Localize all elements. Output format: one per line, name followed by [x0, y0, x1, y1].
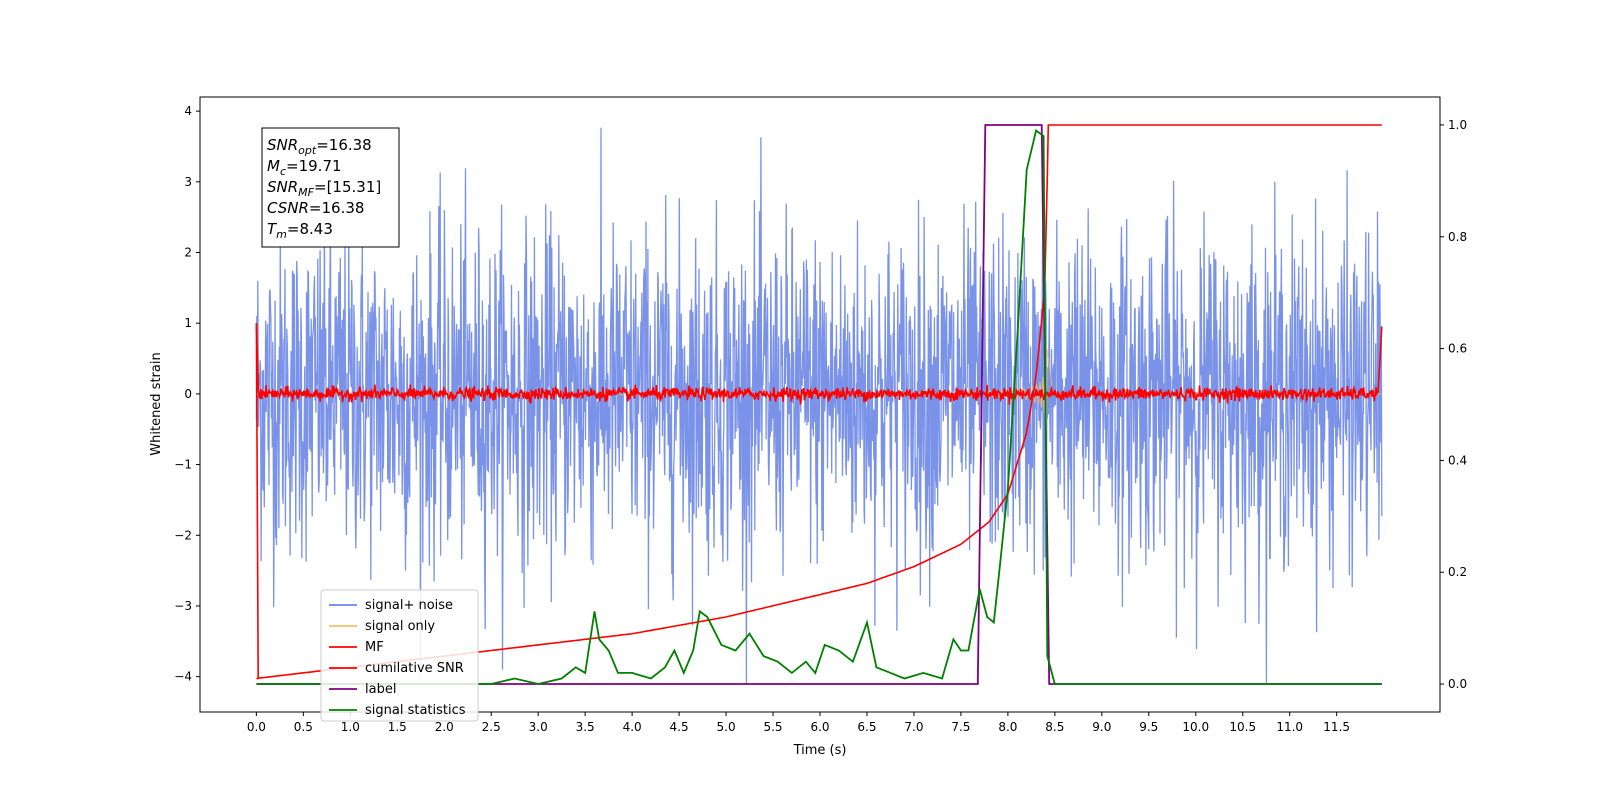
x-axis-label: Time (s): [793, 743, 847, 758]
legend-entry: cumilative SNR: [365, 661, 464, 676]
y-tick-label: −1: [174, 458, 192, 472]
x-tick-label: 7.0: [904, 720, 923, 734]
legend-entry: signal only: [365, 619, 435, 634]
legend-entry: signal statistics: [365, 703, 466, 718]
x-tick-label: 1.0: [341, 720, 360, 734]
x-tick-label: 0.0: [247, 720, 266, 734]
annotation-line: Tm=8.43: [267, 220, 333, 241]
x-tick-label: 1.5: [388, 720, 407, 734]
legend-entry: signal+ noise: [365, 598, 453, 613]
x-tick-label: 10.0: [1182, 720, 1209, 734]
y-tick-label: −4: [174, 670, 192, 684]
x-tick-label: 0.5: [294, 720, 313, 734]
y-axis-left: 4 3 2 1 0 −1 −2 −3 −4: [174, 104, 200, 684]
legend-entry: MF: [365, 640, 384, 655]
x-tick-label: 6.0: [810, 720, 829, 734]
x-tick-label: 3.0: [529, 720, 548, 734]
x-tick-label: 6.5: [857, 720, 876, 734]
x-tick-label: 2.5: [482, 720, 501, 734]
x-tick-label: 8.0: [998, 720, 1017, 734]
x-tick-label: 2.0: [435, 720, 454, 734]
y-tick-label: 3: [184, 175, 192, 189]
y-tick-label: 4: [184, 104, 192, 118]
y2-tick-label: 1.0: [1448, 118, 1467, 132]
annotation-line: CSNR=16.38: [267, 199, 364, 217]
series-mf: [255, 323, 1383, 405]
x-tick-label: 5.5: [763, 720, 782, 734]
x-tick-label: 10.5: [1229, 720, 1256, 734]
metrics-annotation-box: SNRopt=16.38Mc=19.71SNRMF=[15.31]CSNR=16…: [261, 127, 400, 248]
y-axis-label: Whitened strain: [149, 352, 164, 455]
y2-tick-label: 0.2: [1448, 565, 1467, 579]
series-signal-statistics: [256, 128, 1382, 685]
y2-tick-label: 0.4: [1448, 453, 1467, 467]
y2-tick-label: 0.8: [1448, 230, 1467, 244]
y-tick-label: 2: [184, 246, 192, 260]
y2-tick-label: 0.0: [1448, 677, 1467, 691]
y-tick-label: 1: [184, 316, 192, 330]
x-tick-label: 8.5: [1045, 720, 1064, 734]
x-tick-label: 3.5: [576, 720, 595, 734]
annotation-line: SNRMF=[15.31]: [267, 178, 381, 199]
annotation-line: Mc=19.71: [267, 157, 342, 178]
y-tick-label: −2: [174, 528, 192, 542]
series-signal-noise: [255, 127, 1383, 684]
x-tick-label: 9.0: [1092, 720, 1111, 734]
x-tick-label: 5.0: [717, 720, 736, 734]
legend: signal+ noise signal only MF cumilative SNR…: [320, 589, 479, 722]
legend-entry: label: [365, 682, 396, 697]
x-tick-label: 11.5: [1323, 720, 1350, 734]
y-axis-right: 1.0 0.8 0.6 0.4 0.2 0.0: [1440, 118, 1467, 691]
legend-frame: [320, 589, 479, 722]
y-tick-label: 0: [184, 387, 192, 401]
annotation-frame: [261, 127, 400, 248]
y-tick-label: −3: [174, 599, 192, 613]
x-tick-label: 11.0: [1276, 720, 1303, 734]
annotation-line: SNRopt=16.38: [267, 136, 372, 157]
x-tick-label: 4.0: [623, 720, 642, 734]
x-tick-label: 7.5: [951, 720, 970, 734]
x-tick-label: 4.5: [670, 720, 689, 734]
x-axis: 0.0 0.5 1.0 1.5 2.0 2.5 3.0 3.5 4.0 4.5 5.0 5.5 6.0 6…: [247, 712, 1350, 734]
x-tick-label: 9.5: [1139, 720, 1158, 734]
y2-tick-label: 0.6: [1448, 342, 1467, 356]
